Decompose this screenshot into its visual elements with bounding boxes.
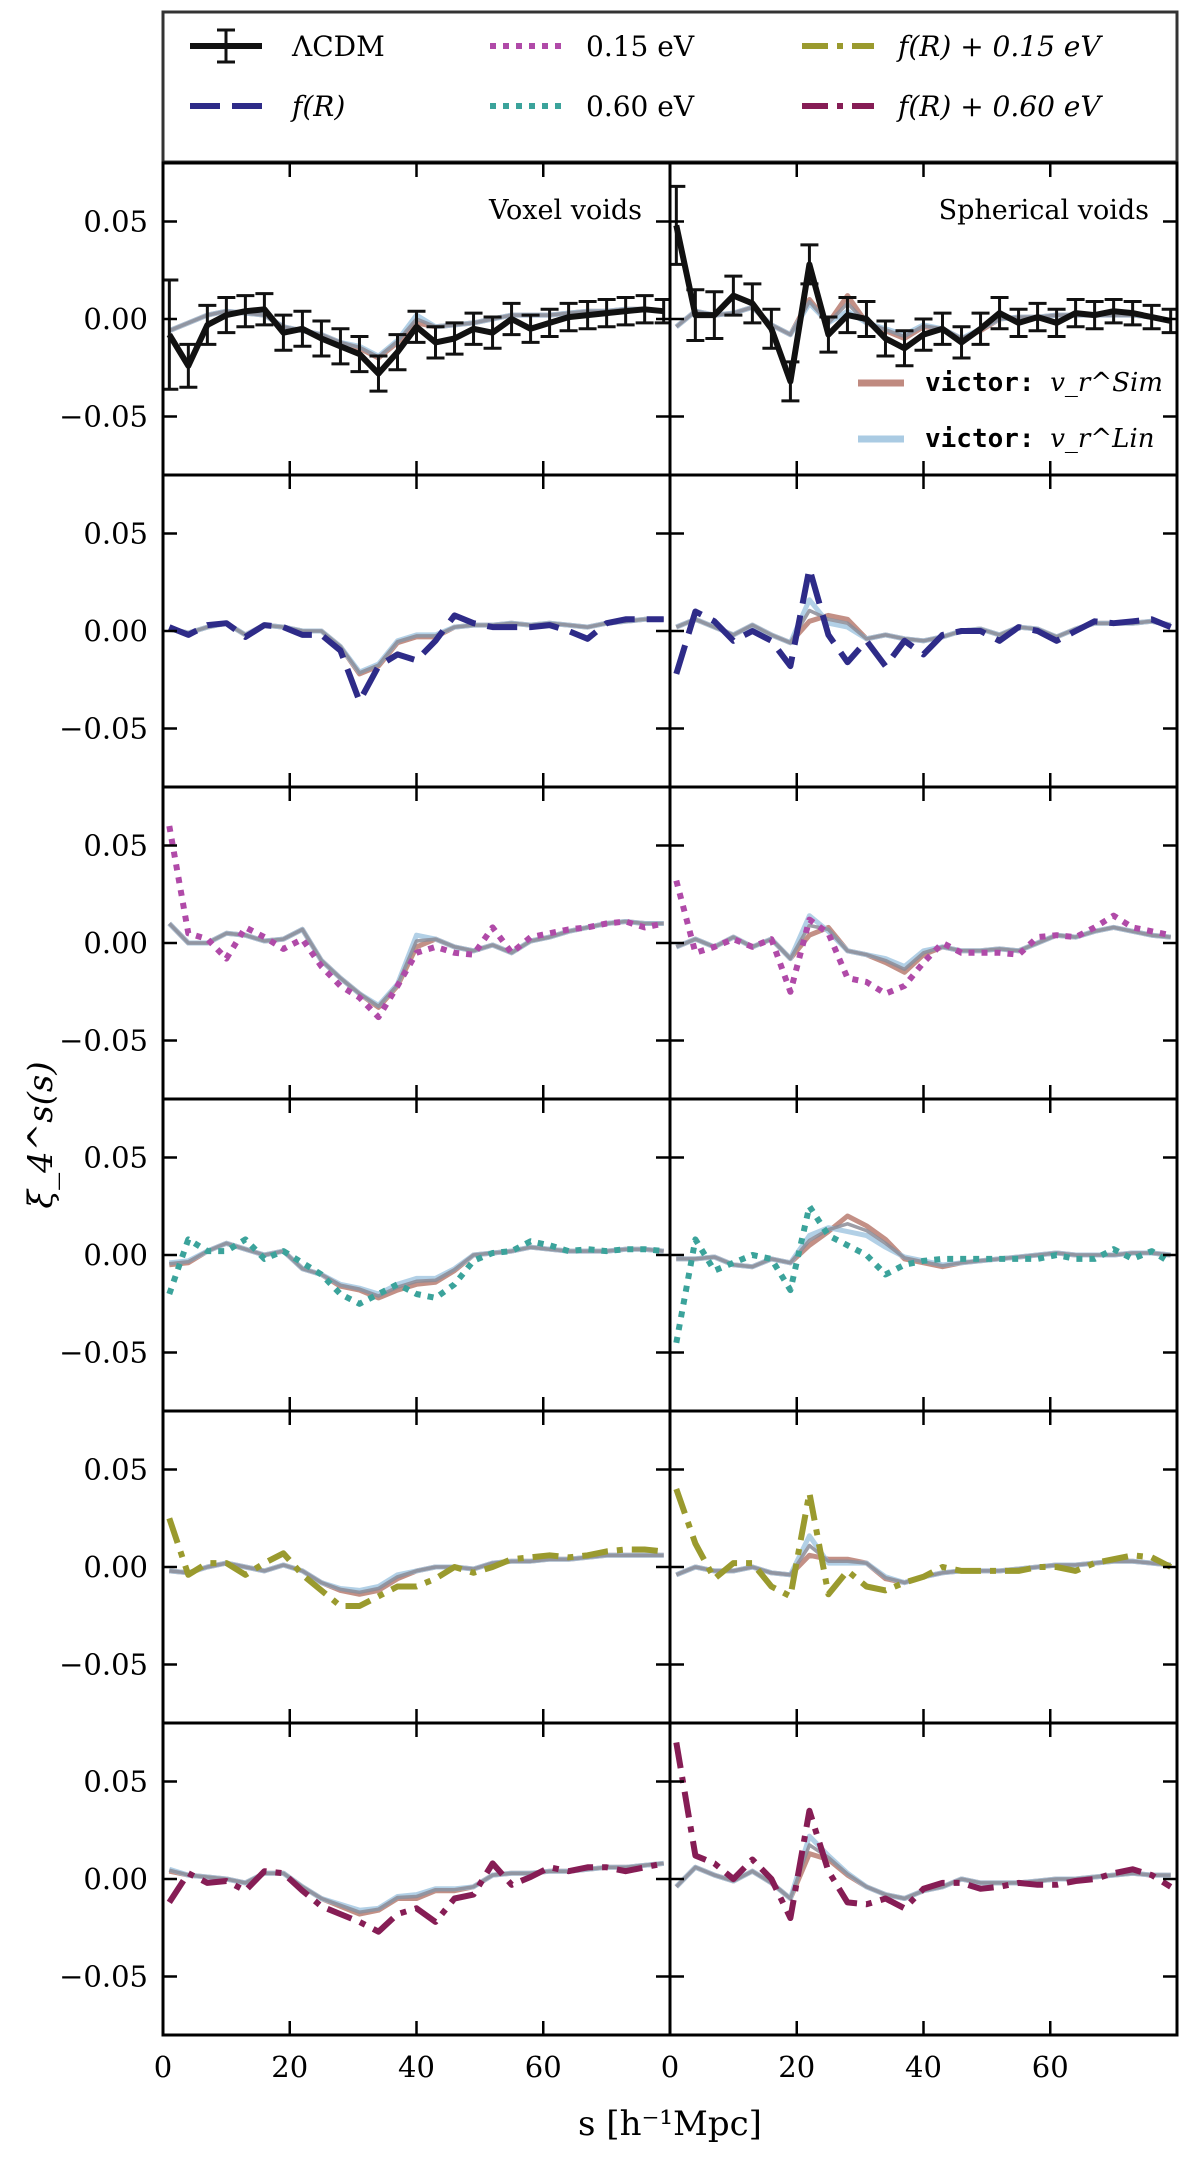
panel-2-0 bbox=[166, 825, 665, 1021]
x-tick-label: 0 bbox=[661, 2050, 679, 2084]
y-tick-label: 0.05 bbox=[83, 829, 148, 863]
legend-label-nu015: 0.15 eV bbox=[586, 30, 695, 63]
series-line-victor-overlap bbox=[169, 1553, 664, 1595]
series-line-nu060 bbox=[166, 1236, 664, 1307]
y-tick-label: −0.05 bbox=[59, 1648, 148, 1682]
panel-1-0 bbox=[168, 612, 664, 705]
legend-label-nu060: 0.60 eV bbox=[586, 90, 695, 123]
panel-frame bbox=[161, 1097, 672, 1413]
panel-5-0 bbox=[166, 1860, 665, 1935]
x-tick-label: 40 bbox=[398, 2050, 435, 2084]
legend-prefix: victor: bbox=[925, 368, 1050, 398]
panel-2-1 bbox=[673, 879, 1172, 997]
series-line-fr060 bbox=[673, 1742, 1173, 1921]
legend-label-fr015: f(R) + 0.15 eV bbox=[896, 30, 1103, 63]
panel-3-1 bbox=[673, 1203, 1173, 1344]
legend-label-lin: victor: v_r^Lin bbox=[925, 424, 1154, 454]
x-axis-label: s [h⁻¹Mpc] bbox=[578, 2104, 762, 2144]
y-tick-label: 0.05 bbox=[83, 1141, 148, 1175]
y-tick-label: 0.00 bbox=[83, 302, 148, 336]
y-tick-label: 0.05 bbox=[83, 205, 148, 239]
y-tick-label: −0.05 bbox=[59, 400, 148, 434]
panel-4-0 bbox=[166, 1517, 664, 1609]
panel-frame bbox=[668, 1721, 1179, 2037]
legend-prefix: victor: bbox=[925, 424, 1050, 454]
panel-1-1 bbox=[673, 565, 1172, 675]
series-line-victor-overlap bbox=[168, 1861, 664, 1914]
y-tick-label: 0.00 bbox=[83, 1550, 148, 1584]
panel-5-1 bbox=[673, 1742, 1173, 1921]
series-line-nu015 bbox=[673, 879, 1172, 997]
y-tick-label: −0.05 bbox=[59, 1960, 148, 1994]
y-tick-label: 0.00 bbox=[83, 1862, 148, 1896]
axes: −0.05 0.00 0.05 −0.05 0.00 0.05 −0.05 0.00 0.05 −… bbox=[21, 161, 1179, 2144]
x-tick-label: 0 bbox=[154, 2050, 172, 2084]
panel-grid bbox=[163, 184, 1177, 1935]
legend-model: v_r^Sim bbox=[1050, 368, 1163, 398]
legend-label-sim: victor: v_r^Sim bbox=[925, 368, 1163, 398]
series-line-victor-overlap bbox=[675, 608, 1172, 645]
series-line-lcdm bbox=[673, 224, 1172, 385]
series-line-victor-overlap bbox=[168, 617, 664, 675]
y-tick-label: 0.05 bbox=[83, 1765, 148, 1799]
series-line-fr bbox=[168, 612, 664, 705]
panel-0-0 bbox=[163, 278, 670, 393]
y-axis-label: ξ_4^s(s) bbox=[21, 1061, 61, 1208]
panel-frame bbox=[161, 1721, 672, 2037]
x-tick-label: 40 bbox=[905, 2050, 942, 2084]
panel-4-1 bbox=[673, 1488, 1173, 1600]
y-tick-label: 0.00 bbox=[83, 1238, 148, 1272]
series-line-victor-lin bbox=[675, 913, 1171, 969]
panel-0-1 bbox=[670, 184, 1177, 403]
legend-label-fr060: f(R) + 0.60 eV bbox=[896, 90, 1103, 123]
y-tick-label: 0.00 bbox=[83, 614, 148, 648]
x-tick-label: 20 bbox=[271, 2050, 308, 2084]
y-tick-label: 0.00 bbox=[83, 926, 148, 960]
series-line-nu015 bbox=[166, 825, 665, 1021]
y-tick-label: −0.05 bbox=[59, 1336, 148, 1370]
x-tick-label: 60 bbox=[525, 2050, 562, 2084]
series-line-fr bbox=[673, 565, 1172, 675]
series-line-lcdm bbox=[166, 306, 664, 377]
panel-3-0 bbox=[166, 1236, 664, 1307]
legend-label-lcdm: ΛCDM bbox=[291, 30, 385, 63]
y-tick-label: −0.05 bbox=[59, 1024, 148, 1058]
column-title-spherical: Spherical voids bbox=[939, 195, 1149, 226]
y-tick-label: 0.05 bbox=[83, 1453, 148, 1487]
y-tick-label: 0.05 bbox=[83, 517, 148, 551]
legend: ΛCDM f(R) 0.15 eV 0.60 eV f(R) + 0.15 eV f(R)… bbox=[161, 10, 1179, 164]
x-tick-label: 20 bbox=[778, 2050, 815, 2084]
series-line-nu060 bbox=[673, 1203, 1173, 1344]
series-line-fr015 bbox=[673, 1488, 1173, 1600]
legend-box bbox=[161, 10, 1179, 164]
x-tick-label: 60 bbox=[1032, 2050, 1069, 2084]
column-title-voxel: Voxel voids bbox=[488, 195, 642, 226]
series-line-fr015 bbox=[166, 1517, 664, 1609]
series-line-victor-overlap bbox=[675, 923, 1171, 972]
legend-model: v_r^Lin bbox=[1050, 424, 1154, 454]
y-tick-label: −0.05 bbox=[59, 712, 148, 746]
series-line-fr060 bbox=[166, 1860, 665, 1935]
legend-label-fr: f(R) bbox=[290, 90, 345, 123]
